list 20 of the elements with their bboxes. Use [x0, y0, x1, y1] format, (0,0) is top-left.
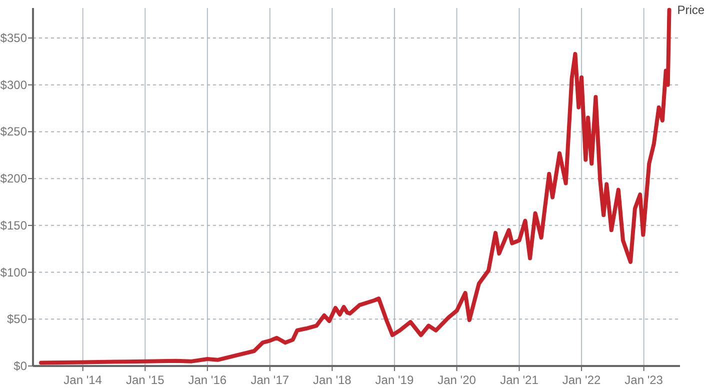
y-tick-label: $350 — [0, 30, 28, 45]
x-tick-label: Jan '15 — [126, 373, 165, 387]
y-tick-label: $100 — [0, 265, 28, 280]
x-tick-label: Jan '16 — [188, 373, 227, 387]
x-tick-label: Jan '21 — [500, 373, 539, 387]
y-tick-label: $0 — [14, 359, 28, 373]
y-tick-label: $200 — [0, 172, 28, 186]
x-tick-label: Jan '17 — [250, 373, 290, 387]
x-tick-label: Jan '19 — [375, 373, 414, 387]
y-tick-label: $300 — [0, 78, 28, 92]
line-series — [39, 8, 672, 365]
y-tick-label: $250 — [0, 124, 28, 139]
x-tick-label: Jan '20 — [438, 373, 476, 387]
x-tick-label: Jan '23 — [624, 373, 664, 387]
series-label: Price — [677, 2, 705, 17]
x-tick-label: Jan '22 — [562, 373, 602, 387]
y-tick-label: $150 — [0, 218, 28, 232]
x-tick-label: Jan '14 — [64, 373, 102, 387]
x-tick-label: Jan '18 — [313, 373, 352, 387]
y-tick-label: $50 — [6, 312, 28, 326]
